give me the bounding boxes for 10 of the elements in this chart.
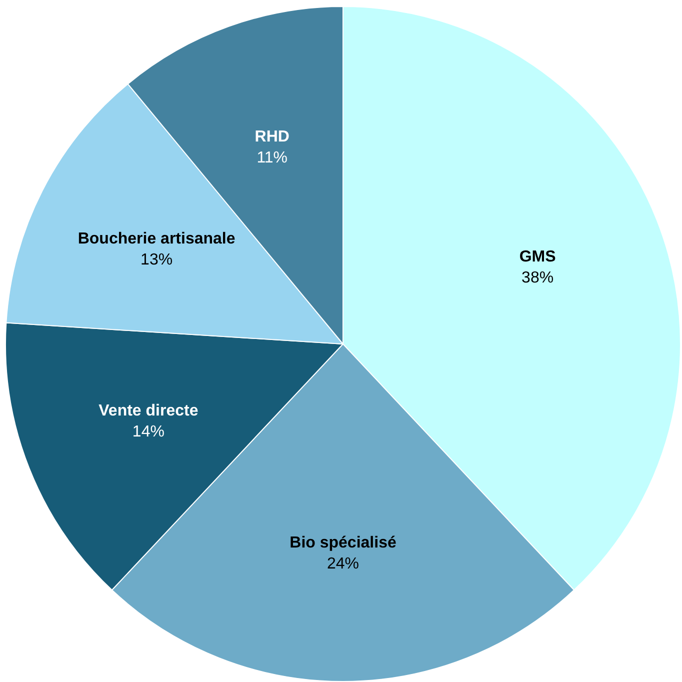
data-label: 13%	[140, 251, 173, 268]
slice-label: Vente directe	[98, 402, 198, 420]
slice-label: RHD	[254, 128, 290, 146]
data-label: 24%	[326, 556, 360, 573]
slice-label: Bio spécialisé	[290, 534, 396, 552]
data-label: 38%	[522, 269, 554, 286]
data-label: 11%	[256, 150, 288, 167]
slice-label: GMS	[519, 248, 556, 266]
slice-label: Boucherie artisanale	[78, 230, 236, 248]
data-label: 14%	[132, 423, 164, 440]
